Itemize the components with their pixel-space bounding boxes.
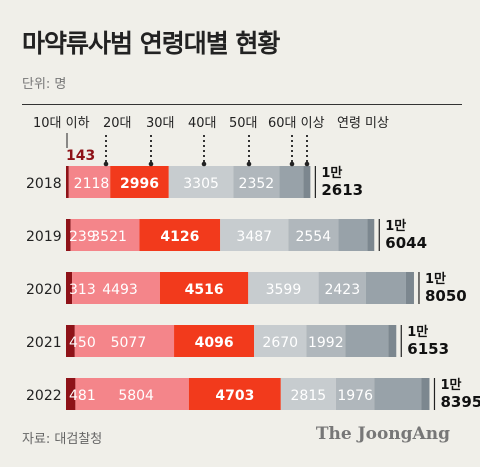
legend-leader-dot (103, 161, 109, 167)
data-label: 5077 (111, 335, 147, 351)
bar-segment (66, 219, 71, 251)
category-label: 2020 (26, 282, 62, 298)
legend-label: 30대 (146, 116, 175, 131)
data-label: 2670 (262, 335, 298, 351)
total-label: 8050 (425, 287, 467, 305)
bar-segment (139, 219, 221, 251)
bar-segment (248, 272, 319, 304)
page-title: 마약류사범 연령대별 현황 (22, 29, 280, 58)
legend-label: 40대 (188, 116, 217, 131)
total-label: 6044 (385, 234, 427, 252)
bar-segment (254, 325, 307, 357)
data-label: 4126 (160, 229, 199, 245)
data-label: 5804 (118, 388, 154, 404)
legend-label: 연령 미상 (337, 116, 389, 131)
bar-segment (280, 378, 336, 410)
data-label: 3521 (91, 229, 127, 245)
legend-label: 10대 이하 (33, 116, 90, 131)
total-label: 6153 (407, 340, 449, 358)
bar-segment (367, 219, 375, 251)
bar-segment (365, 272, 406, 304)
category-label: 2021 (26, 335, 62, 351)
bar-segment (279, 166, 304, 198)
data-label: 1992 (308, 335, 344, 351)
data-label: 4096 (195, 335, 234, 351)
unit-label: 단위: 명 (22, 77, 67, 92)
brand-logo: The JoongAng (315, 424, 450, 444)
data-label: 2118 (74, 176, 110, 192)
data-label: 2352 (239, 176, 275, 192)
total-label: 1만 (321, 165, 342, 181)
bar-segment (66, 272, 73, 304)
bar-segment (233, 166, 280, 198)
bar-segment (335, 378, 375, 410)
bar-segment (74, 325, 175, 357)
legend-leader-dot (304, 161, 310, 167)
bar-segment (303, 166, 311, 198)
legend-leader-dot (201, 161, 207, 167)
data-label: 239 (69, 229, 96, 245)
bar-segment (70, 219, 140, 251)
total-label: 8395 (440, 393, 480, 411)
bar-segment (338, 219, 368, 251)
bar-segment (220, 219, 289, 251)
bar-segment (405, 272, 414, 304)
bar-segment (66, 378, 76, 410)
legend-leader-dot (148, 161, 154, 167)
bar-segment (318, 272, 366, 304)
bar-segment (421, 378, 430, 410)
bar-segment (168, 166, 234, 198)
bar-segment (188, 378, 281, 410)
bar-segment (66, 166, 69, 198)
data-label: 3487 (236, 229, 272, 245)
total-label: 1만 (407, 324, 428, 340)
source-label: 자료: 대검찰청 (22, 432, 103, 447)
data-label: 143 (66, 148, 95, 164)
bar-segment (174, 325, 255, 357)
legend-leader-dot (246, 161, 252, 167)
category-label: 2019 (26, 229, 62, 245)
bar-segment (159, 272, 249, 304)
bar-segment (66, 325, 75, 357)
bar-segment (68, 166, 111, 198)
data-label: 3305 (183, 176, 219, 192)
total-label: 1만 (385, 218, 406, 234)
data-label: 2423 (324, 282, 360, 298)
data-label: 481 (69, 388, 96, 404)
data-label: 313 (69, 282, 96, 298)
bar-segment (288, 219, 339, 251)
title-divider (22, 104, 462, 105)
bar-segment (374, 378, 422, 410)
data-label: 450 (69, 335, 96, 351)
data-label: 2554 (295, 229, 331, 245)
data-label: 4703 (215, 388, 254, 404)
data-label: 2815 (291, 388, 327, 404)
bar-segment (110, 166, 169, 198)
bar-segment (306, 325, 346, 357)
data-label: 1976 (337, 388, 373, 404)
bar-segment (75, 378, 189, 410)
total-label: 1만 (425, 271, 446, 287)
legend-label: 60대 이상 (268, 116, 325, 131)
legend-label: 20대 (103, 116, 132, 131)
category-label: 2018 (26, 176, 62, 192)
data-label: 4493 (102, 282, 138, 298)
legend-leader-dot (289, 161, 295, 167)
data-label: 2996 (120, 176, 159, 192)
total-label: 2613 (321, 181, 363, 199)
data-label: 4516 (185, 282, 224, 298)
total-label: 1만 (440, 377, 461, 393)
bar-segment (72, 272, 160, 304)
legend-label: 50대 (229, 116, 258, 131)
category-label: 2022 (26, 388, 62, 404)
data-label: 3599 (266, 282, 302, 298)
bar-segment (345, 325, 389, 357)
bar-segment (388, 325, 397, 357)
